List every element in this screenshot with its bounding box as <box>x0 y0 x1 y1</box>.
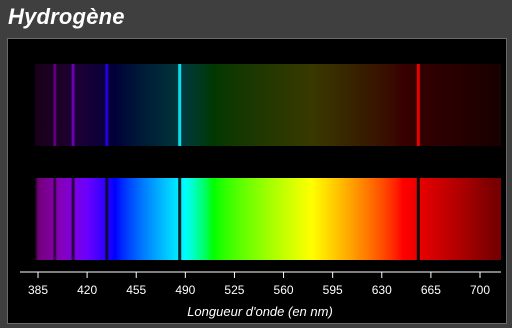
emission-line <box>416 64 420 146</box>
panel-title: Hydrogène <box>8 4 125 29</box>
tick-label: 595 <box>323 283 343 297</box>
axis-label: Longueur d'onde (en nm) <box>187 304 333 319</box>
tick-label: 455 <box>126 283 146 297</box>
absorption-line <box>178 178 182 260</box>
emission-spectrum <box>34 64 501 146</box>
tick-label: 490 <box>175 283 195 297</box>
absorption-line <box>71 178 75 260</box>
tick-label: 700 <box>470 283 490 297</box>
tick-label: 420 <box>77 283 97 297</box>
absorption-background <box>34 178 501 260</box>
emission-background <box>34 64 501 146</box>
wavelength-axis: 385 420 455 490 525 560 595 630 665 700 <box>20 271 501 297</box>
absorption-line <box>53 178 57 260</box>
tick-label: 525 <box>224 283 244 297</box>
tick-label: 630 <box>372 283 392 297</box>
absorption-line <box>105 178 109 260</box>
absorption-spectrum <box>34 178 501 260</box>
absorption-line <box>416 178 420 260</box>
emission-line <box>105 64 109 146</box>
emission-line <box>178 64 182 146</box>
emission-line <box>53 64 57 146</box>
tick-label: 385 <box>28 283 48 297</box>
tick-label: 560 <box>274 283 294 297</box>
emission-line <box>71 64 75 146</box>
tick-label: 665 <box>421 283 441 297</box>
